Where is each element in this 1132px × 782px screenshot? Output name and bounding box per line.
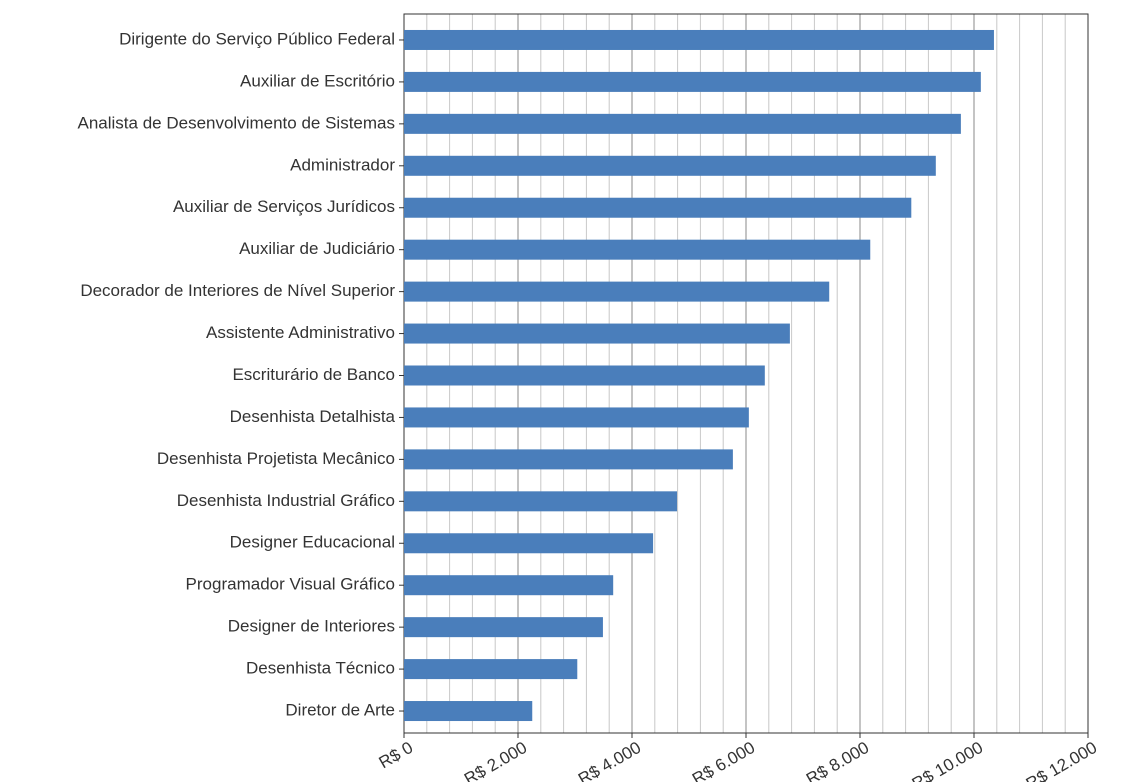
bar xyxy=(404,323,790,344)
bar xyxy=(404,407,749,428)
y-tick-label: Escriturário de Banco xyxy=(232,365,395,384)
y-tick-label: Dirigente do Serviço Público Federal xyxy=(119,29,395,48)
y-tick-label: Auxiliar de Judiciário xyxy=(239,239,395,258)
y-tick-label: Designer Educacional xyxy=(230,533,395,552)
y-tick-label: Auxiliar de Escritório xyxy=(240,71,395,90)
y-tick-label: Designer de Interiores xyxy=(228,617,395,636)
bar xyxy=(404,113,961,134)
x-tick-label: R$ 12.000 xyxy=(1023,738,1100,782)
x-tick-label: R$ 6.000 xyxy=(689,738,758,782)
y-tick-label: Administrador xyxy=(290,155,395,174)
bar xyxy=(404,617,603,638)
y-tick-label: Desenhista Industrial Gráfico xyxy=(177,491,395,510)
bar xyxy=(404,365,765,386)
x-tick-label: R$ 8.000 xyxy=(803,738,872,782)
bar xyxy=(404,197,912,218)
y-tick-label: Desenhista Detalhista xyxy=(230,407,396,426)
y-tick-label: Decorador de Interiores de Nível Superio… xyxy=(80,281,395,300)
bar xyxy=(404,659,578,680)
x-tick-label: R$ 10.000 xyxy=(909,738,986,782)
x-tick-label: R$ 0 xyxy=(376,738,417,772)
bar xyxy=(404,533,654,554)
bar xyxy=(404,491,678,512)
y-tick-label: Auxiliar de Serviços Jurídicos xyxy=(173,197,395,216)
x-tick-label: R$ 4.000 xyxy=(575,738,644,782)
y-tick-label: Programador Visual Gráfico xyxy=(186,575,395,594)
y-tick-label: Diretor de Arte xyxy=(285,701,395,720)
bar xyxy=(404,449,733,470)
y-tick-label: Desenhista Projetista Mecânico xyxy=(157,449,395,468)
bar xyxy=(404,701,533,722)
bar xyxy=(404,281,830,302)
x-tick-label: R$ 2.000 xyxy=(461,738,530,782)
bar xyxy=(404,575,614,596)
y-tick-label: Assistente Administrativo xyxy=(206,323,395,342)
y-tick-label: Desenhista Técnico xyxy=(246,659,395,678)
bar xyxy=(404,71,981,92)
y-tick-label: Analista de Desenvolvimento de Sistemas xyxy=(78,113,396,132)
bar xyxy=(404,29,994,50)
bar xyxy=(404,239,871,260)
bar xyxy=(404,155,936,176)
